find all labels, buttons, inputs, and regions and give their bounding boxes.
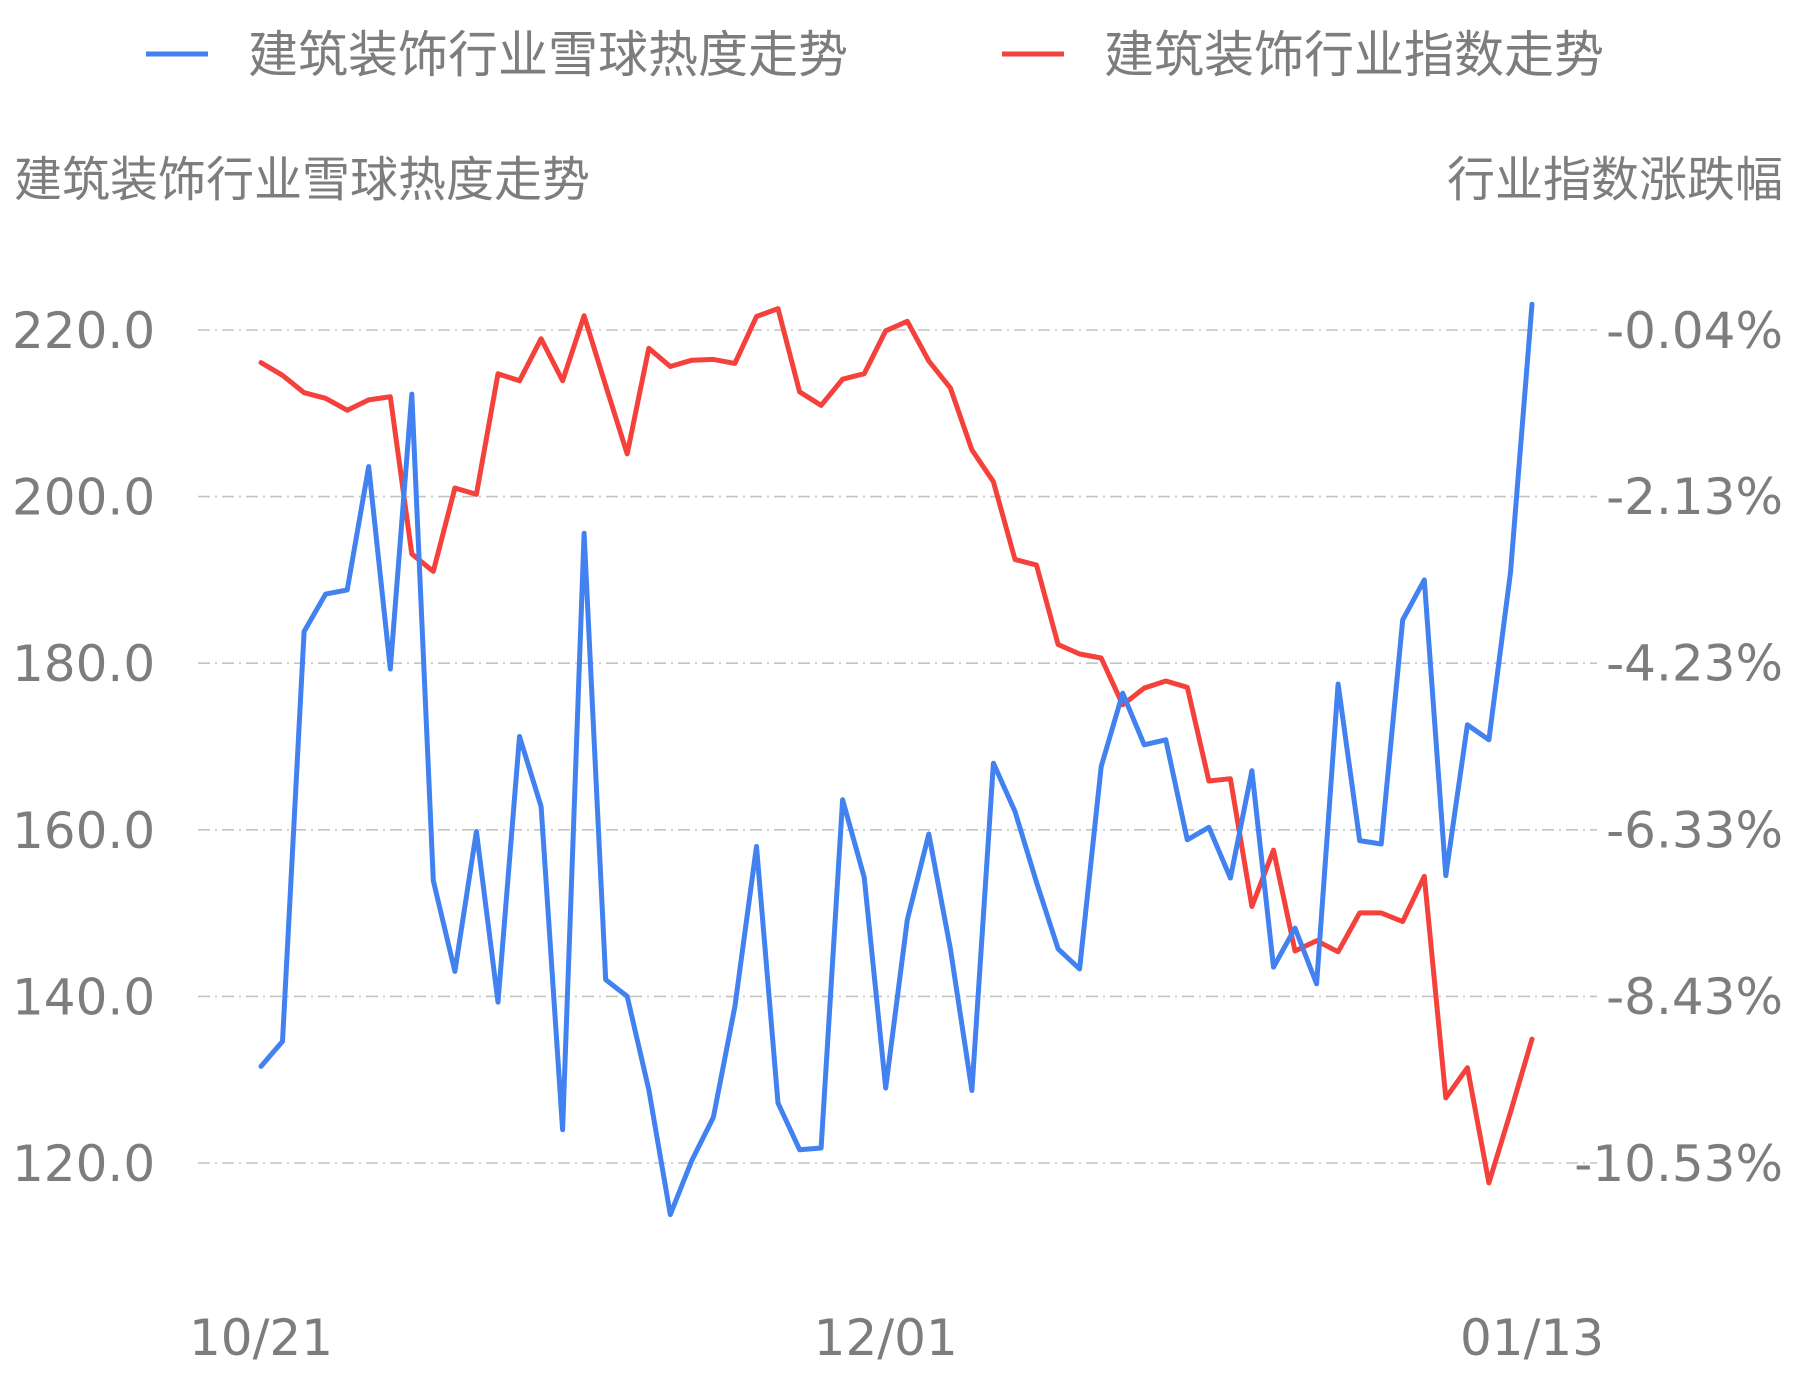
right-tick-label: -0.04% xyxy=(1606,302,1783,360)
series-line-heat xyxy=(258,301,1535,1218)
right-axis-ticks: -10.53% -8.43% -6.33% -4.23% -2.13% -0.04% xyxy=(1574,302,1783,1193)
series-line-index xyxy=(258,306,1535,1186)
legend: 建筑装饰行业雪球热度走势 建筑装饰行业指数走势 xyxy=(146,26,1604,84)
left-axis-title: 建筑装饰行业雪球热度走势 xyxy=(14,152,590,208)
right-tick-label: -4.23% xyxy=(1606,635,1783,693)
legend-label-index: 建筑装饰行业指数走势 xyxy=(1104,26,1604,84)
x-tick-label: 10/21 xyxy=(189,1309,333,1367)
x-tick-label: 01/13 xyxy=(1460,1309,1604,1367)
right-tick-label: -2.13% xyxy=(1606,468,1783,526)
x-axis-ticks: 10/21 12/01 01/13 xyxy=(189,1309,1604,1367)
left-tick-label: 160.0 xyxy=(12,802,155,860)
right-tick-label: -6.33% xyxy=(1606,801,1783,859)
legend-label-heat: 建筑装饰行业雪球热度走势 xyxy=(248,26,848,84)
series-layer xyxy=(258,301,1535,1218)
right-tick-label: -10.53% xyxy=(1574,1135,1783,1193)
left-tick-label: 180.0 xyxy=(12,635,155,693)
left-tick-label: 120.0 xyxy=(12,1135,155,1193)
left-tick-label: 200.0 xyxy=(12,469,155,527)
x-tick-label: 12/01 xyxy=(814,1309,958,1367)
right-tick-label: -8.43% xyxy=(1606,968,1783,1026)
left-tick-label: 220.0 xyxy=(12,302,155,360)
left-tick-label: 140.0 xyxy=(12,968,155,1026)
left-axis-ticks: 120.0 140.0 160.0 180.0 200.0 220.0 xyxy=(12,302,155,1193)
right-axis-title: 行业指数涨跌幅 xyxy=(1447,152,1783,208)
